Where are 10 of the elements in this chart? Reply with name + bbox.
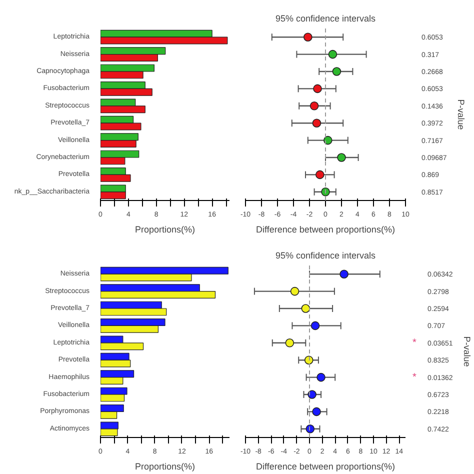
chart-title: 95% confidence intervals xyxy=(275,14,376,24)
x-axis-title: Proportions(%) xyxy=(134,462,196,472)
x-axis-title: Proportions(%) xyxy=(134,224,196,234)
chart-title: 95% confidence intervals xyxy=(275,250,376,260)
text: * xyxy=(412,372,416,383)
x-axis-title: Difference between proportions(%) xyxy=(256,224,395,234)
y2-axis-title: P-value xyxy=(462,336,472,367)
x-axis-title: Difference between proportions(%) xyxy=(256,462,395,472)
text: * xyxy=(412,337,416,348)
y2-axis-title: P-value xyxy=(456,99,466,130)
